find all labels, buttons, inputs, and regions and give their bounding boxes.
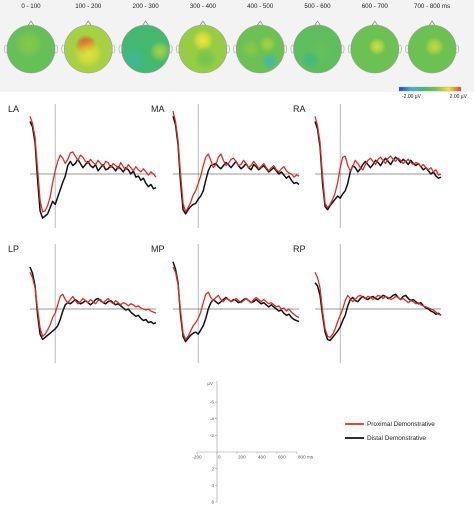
head-outline	[293, 24, 342, 74]
erp-panel-label: LP	[8, 244, 19, 254]
proximal-waveform	[29, 271, 157, 337]
erp-panel-ra: RA	[293, 104, 442, 228]
topomap-activity-blob	[300, 49, 320, 70]
topomap-4: 300 - 400	[175, 3, 230, 74]
topomap-activity-blob	[261, 52, 279, 70]
erp-panel-rp: RP	[293, 244, 442, 363]
topomap-8: 700 - 800 ms	[405, 3, 460, 74]
proximal-waveform	[314, 116, 442, 209]
scale-axis: µV -6 -4 -2 2 4 6 -200 0 200 400 600 800 ms	[192, 381, 314, 505]
scale-y-tick-label: 2	[211, 466, 214, 471]
topomap-6: 500 - 600	[290, 3, 345, 74]
scale-x-tick-label: -200	[192, 455, 202, 460]
topomap-activity-blob	[241, 39, 261, 59]
scale-y-tick-label: 4	[211, 483, 214, 488]
head-outline	[407, 24, 457, 74]
topomap-activity-blob	[368, 37, 386, 56]
scale-y-tick-label: -6	[210, 400, 215, 405]
erp-panel-label: MP	[151, 244, 165, 254]
topomap-time-label: 100 - 200	[75, 3, 102, 10]
erp-panel-lp: LP	[8, 244, 157, 363]
proximal-waveform	[29, 116, 157, 213]
proximal-waveform	[314, 271, 442, 338]
topomap-time-label: 700 - 800 ms	[414, 3, 450, 10]
topomap-time-label: 200 - 300	[133, 3, 160, 10]
nose-marker	[256, 20, 264, 26]
scale-x-tick-label: 200	[238, 455, 246, 460]
topomap-time-label: 600 - 700	[362, 3, 389, 10]
scale-y-tick-label: -4	[210, 416, 215, 421]
head-outline	[121, 24, 170, 74]
legend: Proximal Demonstrative Distal Demonstrati…	[345, 421, 435, 442]
erp-panel-la: LA	[8, 104, 157, 228]
nose-marker	[371, 20, 379, 26]
scale-x-tick-label: 800 ms	[298, 455, 314, 460]
head-outline	[178, 24, 228, 74]
topomap-1: 0 - 100	[4, 3, 58, 74]
proximal-waveform	[172, 266, 300, 341]
distal-waveform	[29, 266, 157, 341]
erp-panel-label: LA	[8, 104, 19, 114]
topomap-3: 200 - 300	[118, 3, 173, 74]
colorbar-max-label: 2.00 µV	[450, 94, 468, 100]
scale-x-tick-label: 400	[258, 455, 266, 460]
nose-marker	[314, 20, 321, 26]
erp-panel-label: RP	[293, 244, 306, 254]
nose-marker	[199, 20, 207, 26]
topomap-time-label: 500 - 600	[304, 3, 331, 10]
head-outline	[350, 24, 400, 74]
scale-x-tick-label: 0	[218, 455, 221, 460]
topomap-activity-blob	[424, 37, 445, 57]
topomap-time-label: 400 - 500	[247, 3, 274, 10]
colorbar-min-label: -2.00 µV	[402, 94, 422, 100]
topomap-5: 400 - 500	[233, 3, 288, 74]
head-outline	[64, 24, 113, 74]
scale-y-tick-label: -2	[210, 433, 215, 438]
topomap-activity-blob	[73, 39, 103, 69]
colorbar: -2.00 µV 2.00 µV	[398, 86, 468, 100]
topomap-2: 100 - 200	[61, 3, 116, 74]
distal-waveform	[29, 121, 157, 219]
topomap-time-label: 0 - 100	[21, 3, 41, 10]
distal-waveform	[172, 261, 300, 343]
topomap-activity-blob	[149, 40, 170, 62]
erp-panel-ma: MA	[151, 104, 300, 228]
distal-waveform	[314, 282, 442, 342]
erp-panel-label: RA	[293, 104, 306, 114]
topomap-activity-blob	[14, 29, 43, 59]
head-outline	[235, 24, 285, 74]
nose-marker	[142, 20, 149, 26]
nose-marker	[27, 20, 35, 26]
nose-marker	[428, 20, 436, 26]
topomap-activity-blob	[258, 35, 277, 53]
erp-panels: LA MA RA LP MP RP	[8, 104, 442, 363]
erp-panel-label: MA	[151, 104, 165, 114]
head-outline	[6, 24, 56, 74]
topomap-time-label: 300 - 400	[190, 3, 217, 10]
nose-marker	[85, 20, 92, 26]
topomap-activity-blob	[193, 46, 218, 71]
legend-label: Proximal Demonstrative	[367, 421, 435, 428]
topomap-row: 0 - 100 100 - 200 200 - 300 300 - 400 400 - …	[4, 3, 460, 74]
topomap-7: 600 - 700	[347, 3, 402, 74]
topomap-activity-blob	[192, 29, 214, 51]
erp-panel-mp: MP	[151, 244, 300, 363]
legend-label: Distal Demonstrative	[367, 435, 426, 442]
scale-y-tick-label: 6	[211, 500, 214, 505]
colorbar-gradient	[398, 86, 462, 92]
scale-x-tick-label: 600	[278, 455, 286, 460]
scale-unit-label: µV	[207, 381, 213, 386]
proximal-waveform	[172, 110, 300, 213]
